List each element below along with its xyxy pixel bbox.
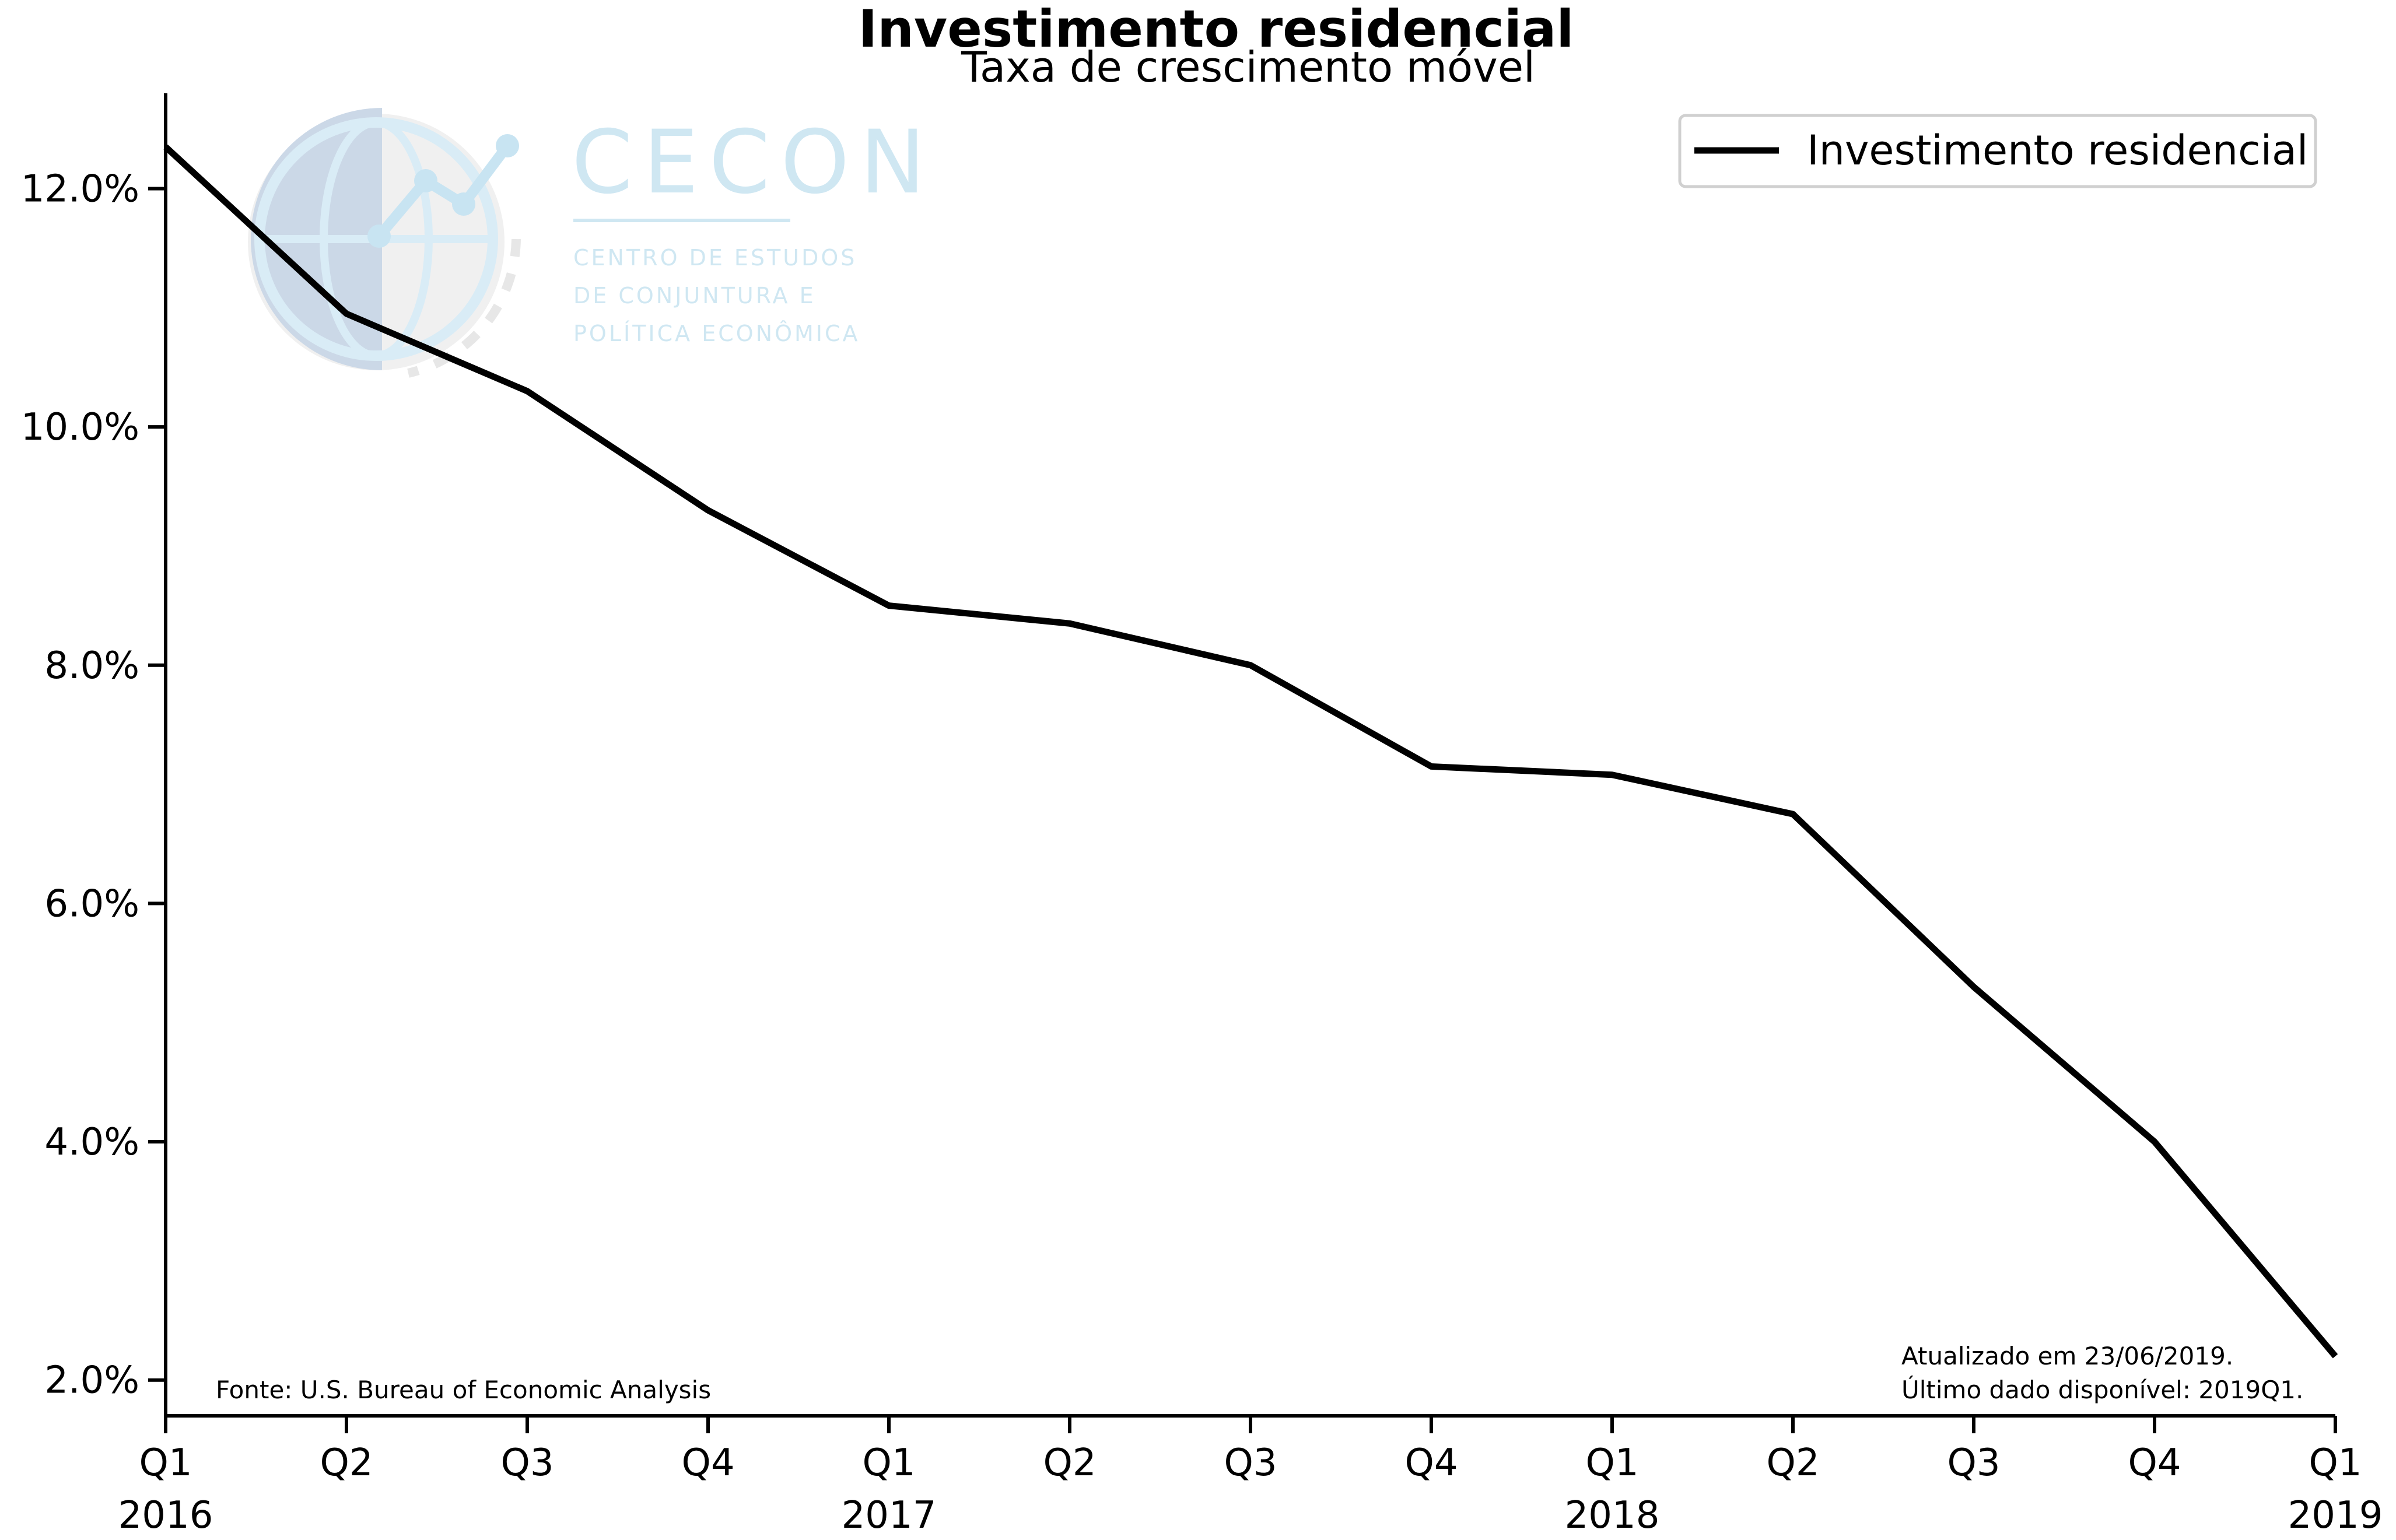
x-tick-label: Q2 xyxy=(1766,1441,1819,1485)
series-line xyxy=(163,144,2338,1359)
x-tick-label: Q1 xyxy=(139,1441,192,1485)
y-tick-label: 12.0% xyxy=(21,167,139,211)
logo-trend-line xyxy=(375,142,512,240)
y-tick-label: 8.0% xyxy=(44,644,139,687)
x-tick-label: Q2 xyxy=(1043,1441,1096,1485)
x-tick-label: Q4 xyxy=(681,1441,734,1485)
legend-box xyxy=(1678,114,2317,188)
y-tick-label: 6.0% xyxy=(44,882,139,925)
y-tick-label: 10.0% xyxy=(21,406,139,449)
x-tick-year-label: 2019 xyxy=(2288,1494,2383,1537)
chart-title: Investimento residencial xyxy=(858,0,1574,59)
logo-subtitle-line2: DE CONJUNTURA E xyxy=(573,283,816,308)
x-tick-label: Q3 xyxy=(1224,1441,1277,1485)
x-tick-label: Q3 xyxy=(500,1441,554,1485)
x-tick-year-label: 2017 xyxy=(842,1494,937,1537)
x-tick-label: Q4 xyxy=(1404,1441,1458,1485)
x-tick-label: Q4 xyxy=(2128,1441,2181,1485)
updated-note: Atualizado em 23/06/2019. xyxy=(1901,1342,2233,1370)
x-tick-label: Q1 xyxy=(2309,1441,2362,1485)
series-layer xyxy=(163,144,2338,1359)
x-tick-label: Q2 xyxy=(320,1441,373,1485)
x-tick-year-label: 2018 xyxy=(1565,1494,1660,1537)
logo-subtitle-line3: POLÍTICA ECONÔMICA xyxy=(573,321,860,346)
chart-subtitle: Taxa de crescimento móvel xyxy=(961,43,1535,92)
y-tick-label: 4.0% xyxy=(44,1121,139,1164)
legend-label: Investimento residencial xyxy=(1807,127,2308,174)
cecon-logo: CECON CENTRO DE ESTUDOS DE CONJUNTURA E … xyxy=(248,108,936,378)
logo-trend-dot xyxy=(452,192,475,216)
logo-trend-dot xyxy=(367,224,391,248)
logo-trend-dot xyxy=(414,169,437,192)
y-tick-label: 2.0% xyxy=(44,1359,139,1402)
x-tick-label: Q1 xyxy=(1585,1441,1638,1485)
legend: Investimento residencial xyxy=(1678,114,2317,188)
y-axis-ticks: 2.0% 4.0% 6.0% 8.0% 10.0% 12.0% xyxy=(21,167,166,1402)
x-tick-year-label: 2016 xyxy=(118,1494,213,1537)
x-axis-ticks: Q1 2016 Q2 Q3 Q4 Q1 2017 Q2 Q3 Q4 Q1 2018 Q2 Q3 Q4 Q1 20… xyxy=(118,1416,2383,1537)
last-data-note: Último dado disponível: 2019Q1. xyxy=(1901,1375,2303,1404)
logo-subtitle-line1: CENTRO DE ESTUDOS xyxy=(573,245,857,271)
source-note: Fonte: U.S. Bureau of Economic Analysis xyxy=(216,1376,711,1404)
logo-wordmark: CECON xyxy=(572,112,936,213)
x-tick-label: Q1 xyxy=(862,1441,915,1485)
logo-trend-dot xyxy=(496,134,519,157)
x-tick-label: Q3 xyxy=(1947,1441,2000,1485)
